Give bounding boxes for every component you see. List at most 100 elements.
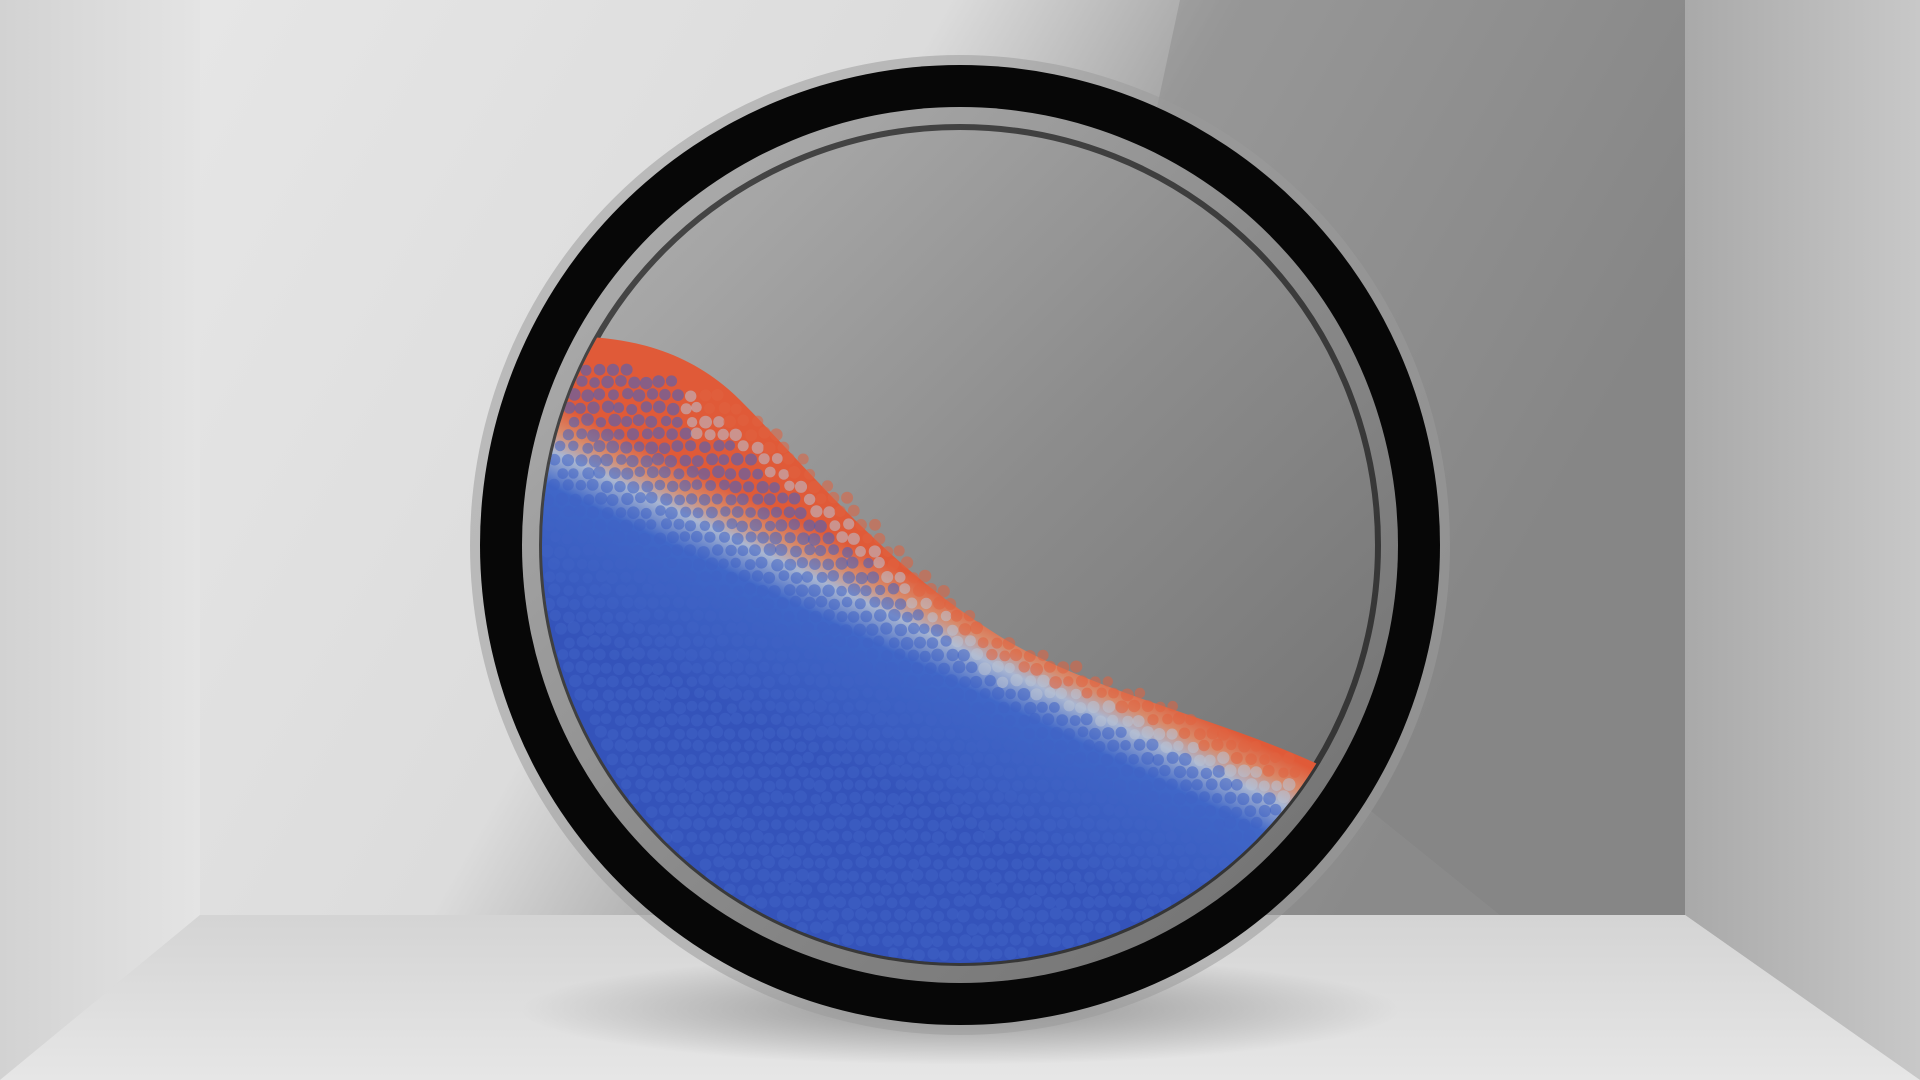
particle xyxy=(913,740,926,753)
particle xyxy=(666,557,678,568)
particle xyxy=(718,870,730,882)
particle xyxy=(632,647,645,660)
particle xyxy=(880,884,892,896)
particle xyxy=(1050,726,1063,740)
particle xyxy=(712,832,725,844)
particle xyxy=(771,663,783,675)
particle xyxy=(1035,884,1048,897)
particle xyxy=(666,428,678,441)
particle xyxy=(775,778,787,790)
particle xyxy=(1271,780,1282,792)
particle xyxy=(964,635,976,647)
particle xyxy=(736,807,748,818)
particle xyxy=(632,389,646,402)
particle xyxy=(1108,687,1119,699)
particle xyxy=(568,519,580,530)
particle xyxy=(738,569,751,582)
particle xyxy=(951,713,964,726)
particle xyxy=(972,806,985,819)
particle xyxy=(788,700,800,712)
particle xyxy=(808,741,819,753)
particle xyxy=(1128,699,1141,713)
particle xyxy=(1063,728,1076,740)
particle xyxy=(1107,894,1121,907)
particle xyxy=(678,845,691,857)
particle xyxy=(1128,780,1140,791)
particle xyxy=(667,480,679,493)
particle xyxy=(547,557,561,570)
particle xyxy=(1211,738,1224,751)
particle xyxy=(1069,792,1081,804)
particle xyxy=(829,882,841,895)
particle xyxy=(1004,946,1017,960)
particle xyxy=(963,764,977,778)
particle xyxy=(602,689,615,702)
particle xyxy=(931,648,944,662)
particle xyxy=(1231,779,1243,791)
particle xyxy=(797,661,809,673)
particle xyxy=(1219,778,1233,791)
particle xyxy=(796,868,809,882)
particle xyxy=(887,687,899,699)
particle xyxy=(918,883,931,896)
particle xyxy=(763,493,776,506)
particle xyxy=(893,883,906,896)
particle xyxy=(971,648,984,661)
particle xyxy=(712,544,724,556)
particle xyxy=(835,844,847,855)
particle xyxy=(946,804,959,817)
particle xyxy=(1152,754,1164,766)
particle xyxy=(991,739,1002,750)
particle xyxy=(1102,832,1114,844)
particle xyxy=(970,621,983,635)
particle xyxy=(606,363,620,376)
particle xyxy=(803,519,816,532)
particle xyxy=(888,947,899,958)
particle xyxy=(1044,687,1056,699)
particle xyxy=(1075,910,1087,922)
particle xyxy=(765,700,776,711)
particle xyxy=(913,689,926,701)
particle xyxy=(1115,910,1127,921)
particle xyxy=(1023,728,1035,739)
particle xyxy=(1017,947,1029,959)
particle xyxy=(1031,765,1043,777)
particle xyxy=(595,597,606,609)
particle xyxy=(1063,676,1074,687)
particle xyxy=(1043,871,1056,884)
particle xyxy=(685,649,698,662)
particle xyxy=(699,752,711,764)
particle xyxy=(581,389,594,403)
particle xyxy=(680,506,692,518)
particle xyxy=(905,829,919,843)
particle xyxy=(1180,806,1191,817)
particle xyxy=(1132,715,1145,728)
particle xyxy=(970,777,984,791)
particle xyxy=(874,712,888,726)
particle xyxy=(807,533,821,546)
particle xyxy=(600,662,612,674)
particle xyxy=(1036,779,1049,792)
particle xyxy=(737,727,751,740)
particle xyxy=(840,804,852,816)
particle xyxy=(996,934,1009,947)
particle xyxy=(561,454,575,467)
particle xyxy=(1159,764,1171,777)
particle xyxy=(960,804,971,815)
particle xyxy=(1043,660,1056,673)
particle xyxy=(1032,740,1043,751)
particle xyxy=(1238,818,1251,831)
particle xyxy=(918,569,932,583)
particle xyxy=(788,832,800,843)
particle xyxy=(795,687,807,700)
particle xyxy=(752,468,764,480)
particle xyxy=(658,754,670,766)
particle xyxy=(1262,764,1275,777)
particle xyxy=(841,753,852,765)
particle xyxy=(900,921,912,933)
particle xyxy=(658,570,670,583)
particle xyxy=(815,493,827,505)
particle xyxy=(667,792,678,804)
particle xyxy=(723,753,736,765)
particle xyxy=(1024,884,1036,896)
